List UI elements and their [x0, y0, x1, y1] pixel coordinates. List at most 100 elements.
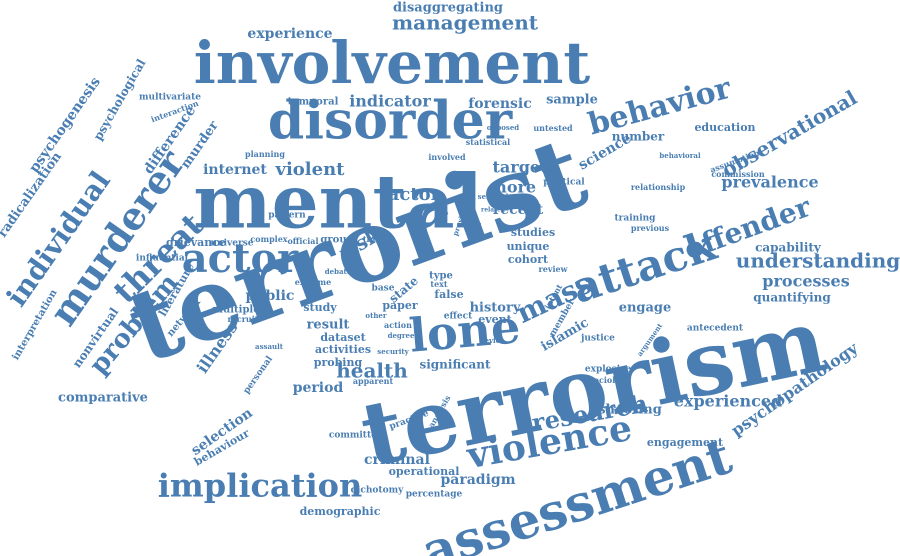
word-device: device [480, 336, 505, 345]
word-complex: complex [250, 234, 287, 244]
word-internet: internet [203, 162, 267, 178]
word-multivariate: multivariate [139, 93, 201, 103]
word-processes: processes [762, 272, 849, 291]
word-prevalence: prevalence [721, 173, 818, 192]
word-seminal: seminal [478, 192, 509, 201]
word-recent: recent [493, 202, 544, 218]
word-operational: operational [389, 465, 460, 478]
word-engagement: engagement [647, 436, 724, 449]
word-previous: previous [631, 223, 670, 233]
word-untested: untested [533, 123, 573, 133]
word-temporal: temporal [288, 97, 339, 108]
word-quantifying: quantifying [753, 291, 831, 305]
word-review: review [539, 264, 569, 274]
word-experienced: experienced [674, 392, 783, 411]
word-false: false [434, 288, 463, 301]
word-apparent: apparent [353, 376, 394, 386]
word-comparative: comparative [58, 391, 148, 406]
word-behavioral: behavioral [659, 151, 701, 160]
word-capability: capability [755, 241, 822, 255]
word-forensic: forensic [468, 96, 532, 112]
word-antecedent: antecedent [687, 324, 744, 334]
word-paper: paper [382, 299, 418, 312]
word-personal: personal [242, 354, 276, 396]
word-experience: experience [247, 26, 332, 42]
word-factor: factor [380, 184, 441, 205]
word-actor: actor [182, 235, 299, 282]
word-explosive: explosive [585, 365, 632, 375]
word-indicator: indicator [349, 92, 431, 111]
word-time: time [363, 234, 383, 244]
word-influential: influential [136, 254, 189, 264]
word-disorder: disorder [268, 91, 513, 152]
word-grievance: grievance [166, 236, 226, 249]
word-opposed: opposed [487, 123, 520, 132]
word-relationship: relationship [631, 182, 686, 192]
word-probing: probing [314, 356, 363, 369]
word-recruit: recruit [228, 314, 259, 324]
word-commission: commission [711, 169, 765, 179]
word-study: study [303, 301, 337, 314]
word-more: more [490, 178, 536, 197]
word-studies: studies [511, 226, 555, 239]
word-planning: planning [245, 149, 285, 159]
word-debate: debate [325, 267, 352, 276]
word-justice: justice [580, 334, 615, 344]
word-management: management [392, 11, 539, 35]
word-committed: committed [329, 431, 384, 441]
word-sociology: sociology [589, 375, 631, 385]
word-dataset: dataset [320, 331, 366, 344]
word-target: target [493, 158, 549, 177]
word-other: other [365, 311, 386, 320]
word-extreme: extreme [295, 277, 331, 287]
word-engage: engage [619, 301, 672, 316]
word-mental: mental [193, 160, 482, 246]
word-paradigm: paradigm [440, 472, 515, 488]
word-number: number [612, 130, 665, 144]
word-statistical: statistical [466, 137, 510, 147]
word-group: group [320, 235, 353, 246]
word-activities: activities [315, 343, 371, 356]
word-dichotomy: dichotomy [351, 486, 404, 496]
word-multiple: multiple [212, 305, 259, 316]
word-type: type [429, 271, 453, 282]
word-shooting: shooting [598, 403, 662, 418]
word-sample: sample [546, 93, 598, 108]
word-psychogenesis: psychogenesis [26, 74, 104, 176]
word-security: security [377, 347, 409, 356]
word-violent: violent [275, 159, 346, 180]
word-base: base [372, 284, 395, 294]
word-demographic: demographic [300, 505, 381, 518]
word-political: political [543, 178, 585, 188]
word-understanding: understanding [736, 249, 900, 273]
word-criminal: criminal [364, 452, 430, 468]
word-text: text [430, 279, 448, 289]
word-related: related [481, 207, 506, 214]
word-public: public [246, 288, 295, 304]
word-result: result [307, 318, 350, 333]
word-effect: effect [444, 312, 473, 322]
word-percentage: percentage [406, 490, 463, 500]
word-education: education [694, 121, 755, 134]
word-significant: significant [419, 358, 491, 372]
word-degree: degree [388, 331, 415, 340]
word-training: training [615, 214, 657, 224]
word-event: event [478, 313, 512, 326]
word-period: period [293, 380, 344, 396]
word-universe: universe [211, 239, 254, 249]
word-lone: lone [407, 299, 522, 362]
word-disaggregating: disaggregating [393, 1, 503, 16]
word-involved: involved [428, 152, 466, 162]
word-action: action [384, 320, 412, 330]
word-unique: unique [507, 240, 550, 253]
word-pattern: pattern [268, 211, 306, 221]
word-health: health [336, 359, 408, 383]
word-implication: implication [158, 467, 362, 505]
word-history: history [470, 301, 521, 316]
word-assault: assault [255, 342, 284, 351]
word-involvement: involvement [194, 29, 591, 97]
word-cohort: cohort [508, 253, 549, 266]
word-official: official [287, 236, 318, 246]
